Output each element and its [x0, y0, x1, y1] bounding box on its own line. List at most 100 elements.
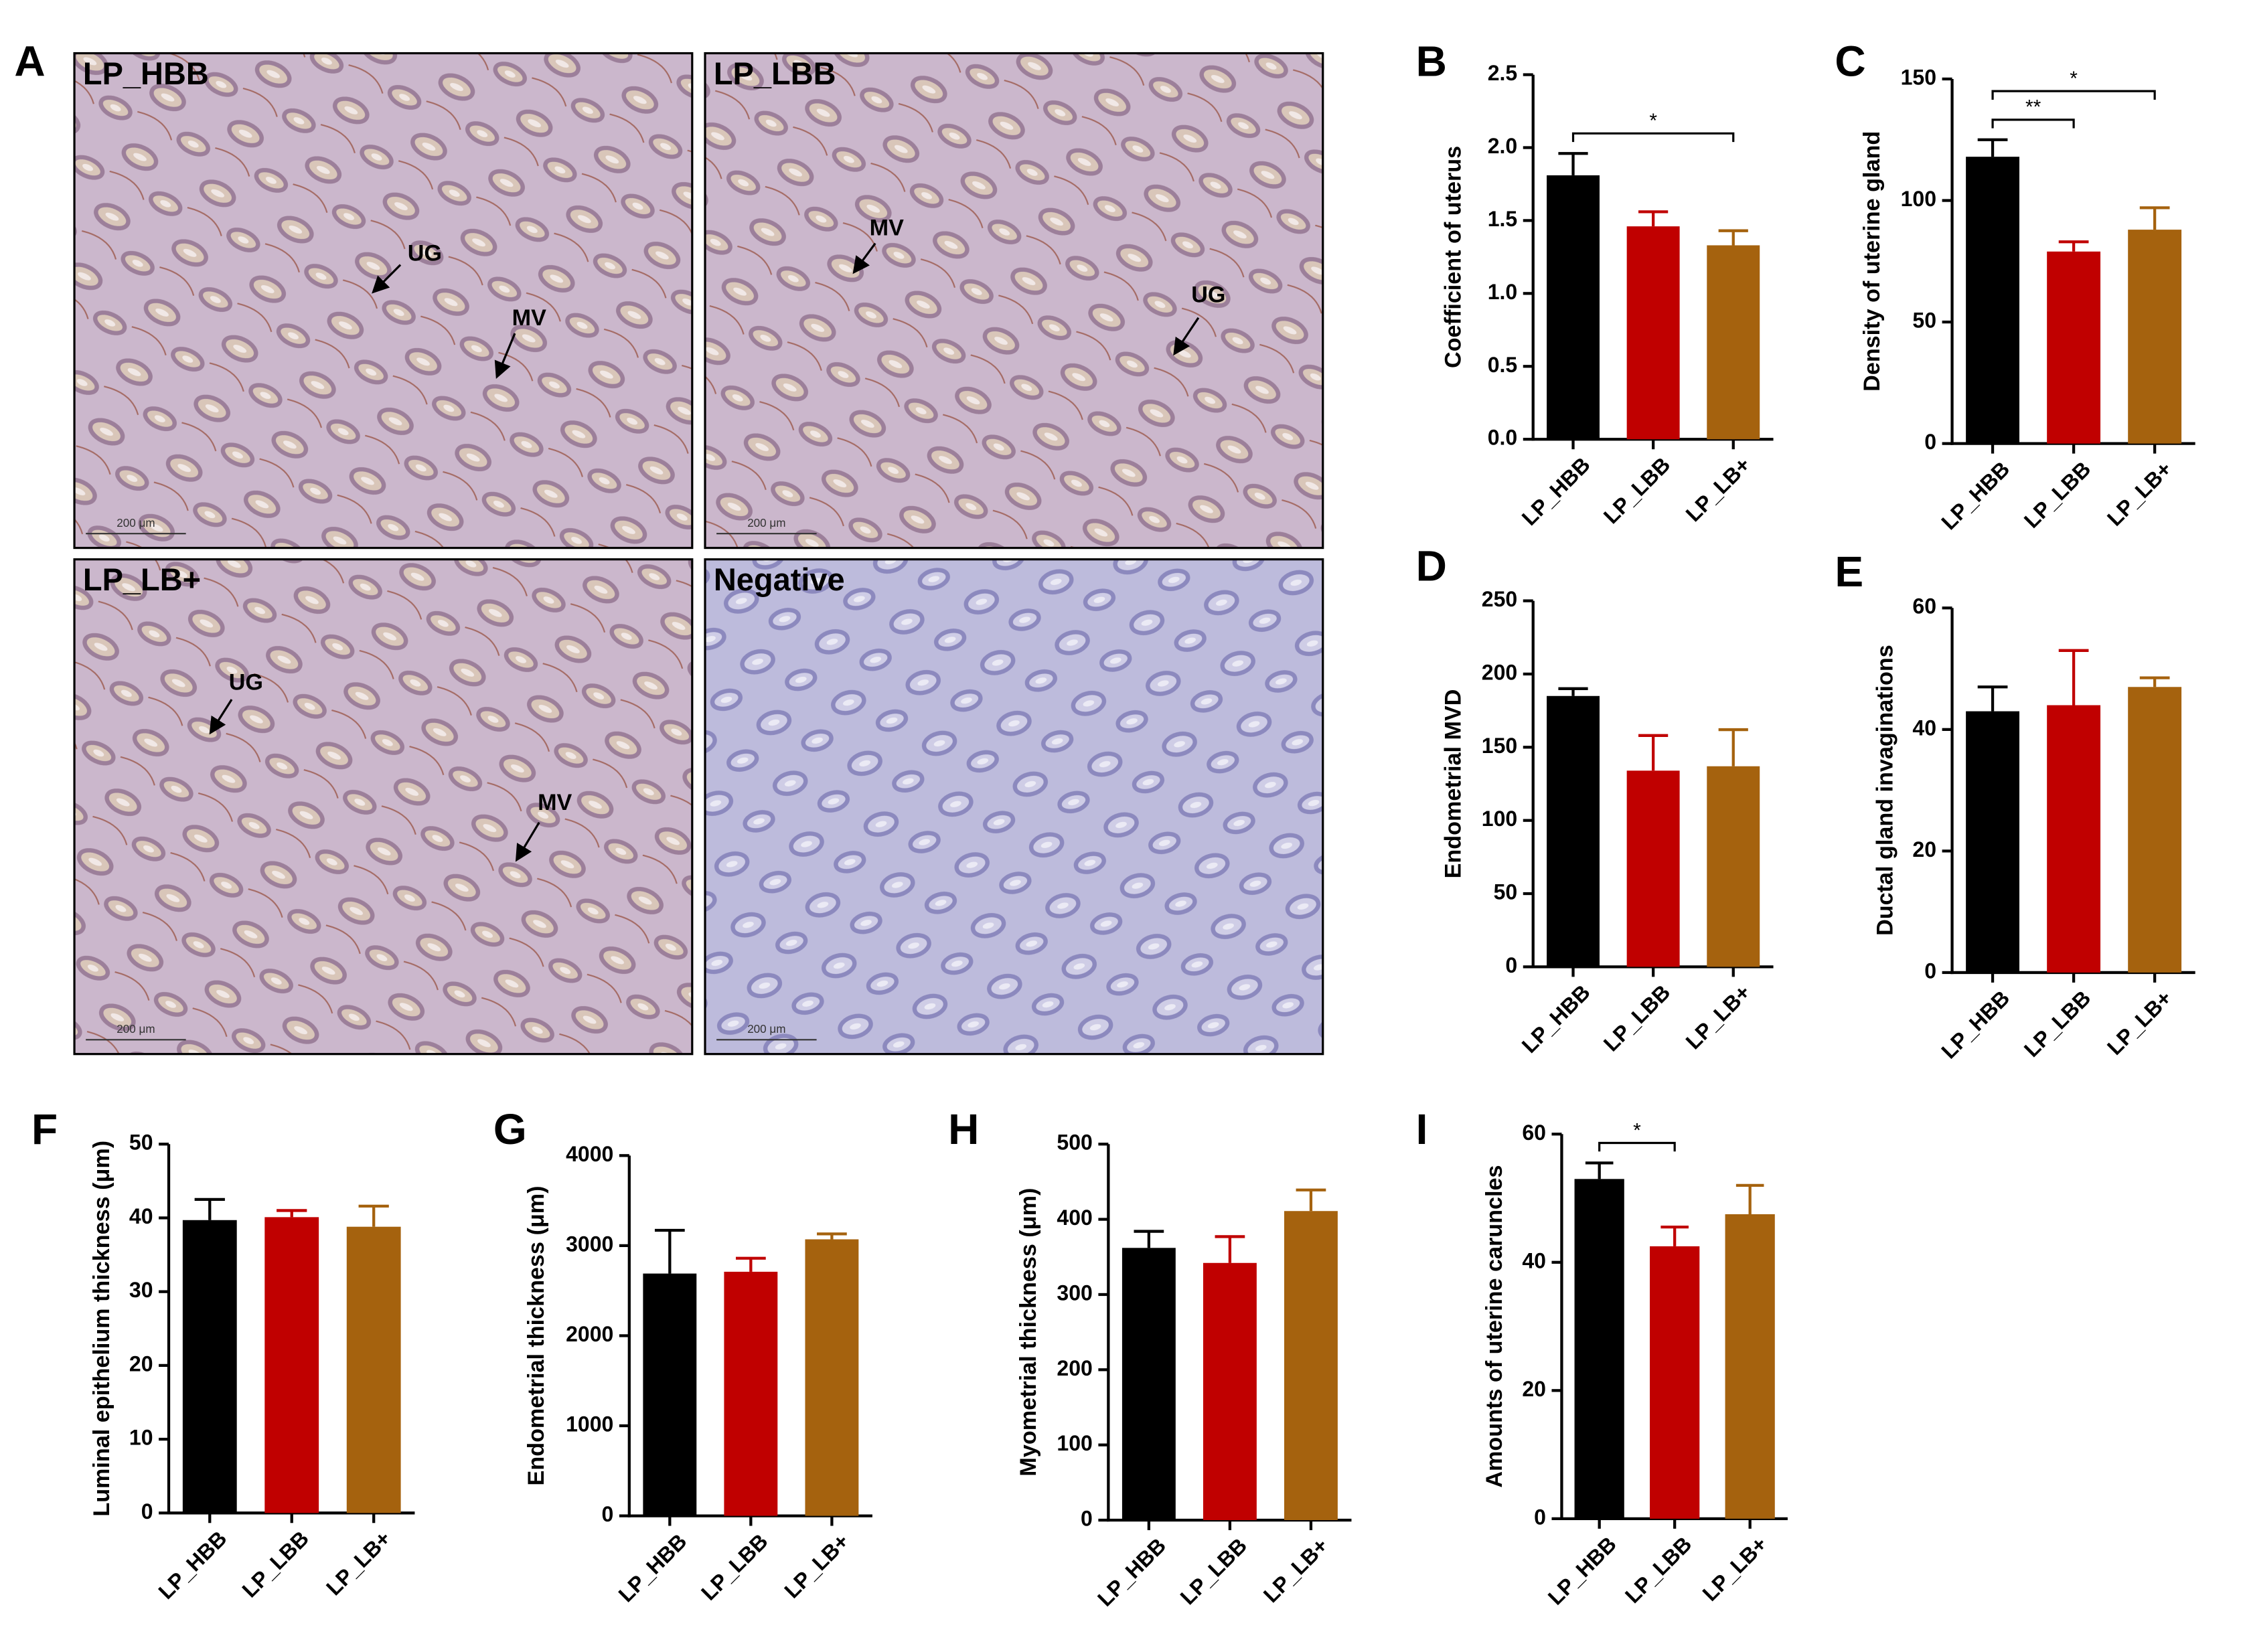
bar	[1574, 1179, 1624, 1519]
x-tick-label: LP_HBB	[1517, 452, 1595, 530]
image-title: LP_HBB	[83, 56, 209, 91]
x-tick-label: LP_LBB	[1620, 1532, 1697, 1608]
significance-label: *	[1649, 110, 1657, 132]
y-axis-label: Endometrial MVD	[1440, 689, 1466, 879]
bar	[2128, 230, 2182, 444]
y-tick-label: 60	[1912, 594, 1936, 618]
x-tick-label: LP_LB+	[2102, 457, 2176, 530]
y-axis-label: Coefficient of uterus	[1440, 146, 1466, 368]
y-tick-label: 2.5	[1488, 61, 1518, 85]
x-tick-label: LP_HBB	[1517, 980, 1595, 1058]
bar	[1547, 695, 1600, 967]
y-tick-label: 50	[1494, 880, 1518, 904]
bar	[724, 1271, 778, 1516]
y-tick-label: 50	[129, 1131, 153, 1155]
x-tick-label: LP_LBB	[2019, 457, 2096, 533]
y-tick-label: 200	[1482, 660, 1517, 684]
y-tick-label: 150	[1482, 734, 1517, 758]
bar	[1547, 175, 1600, 440]
y-tick-label: 3000	[566, 1232, 613, 1256]
y-tick-label: 0	[1081, 1506, 1093, 1530]
bar	[2128, 687, 2182, 973]
y-tick-label: 500	[1057, 1131, 1092, 1155]
x-tick-label: LP_LB+	[1698, 1532, 1772, 1606]
bar	[1707, 766, 1760, 967]
x-tick-label: LP_HBB	[1936, 986, 2014, 1064]
y-tick-label: 40	[1522, 1248, 1546, 1272]
significance-label: *	[2070, 68, 2078, 90]
bar	[1966, 157, 2020, 444]
y-tick-label: 100	[1482, 807, 1517, 831]
marker-arrow	[1173, 317, 1200, 356]
panel-label: C	[1835, 37, 1865, 86]
significance-bracket	[1571, 132, 1735, 143]
bar	[1725, 1214, 1775, 1519]
marker-label: MV	[870, 215, 904, 240]
marker-arrow	[515, 821, 540, 862]
panel-label: G	[493, 1105, 527, 1153]
panel-label: B	[1416, 37, 1447, 86]
scale-bar-label: 200 μm	[117, 1023, 155, 1036]
y-axis-label: Amounts of uterine caruncles	[1482, 1165, 1507, 1488]
marker-arrow	[852, 242, 876, 274]
significance-bracket	[1598, 1141, 1676, 1152]
y-tick-label: 30	[129, 1278, 153, 1302]
y-tick-label: 1.5	[1488, 207, 1518, 231]
x-tick-label: LP_LB+	[779, 1529, 853, 1602]
panel-label: F	[31, 1105, 58, 1153]
x-tick-label: LP_LBB	[1599, 980, 1675, 1056]
x-tick-label: LP_LBB	[696, 1529, 773, 1605]
x-tick-label: LP_LBB	[1599, 452, 1675, 529]
y-axis-label: Myometrial thickness (μm)	[1016, 1188, 1041, 1477]
y-tick-label: 0	[602, 1502, 614, 1526]
micrograph	[704, 558, 1324, 1056]
bar	[1966, 711, 2020, 973]
y-tick-label: 40	[1912, 716, 1936, 740]
y-tick-label: 100	[1057, 1431, 1092, 1455]
micrograph	[73, 558, 694, 1056]
y-tick-label: 0	[1924, 959, 1936, 983]
y-tick-label: 40	[129, 1204, 153, 1228]
y-tick-label: 2.0	[1488, 134, 1518, 158]
micrograph	[73, 52, 694, 550]
y-tick-label: 20	[129, 1351, 153, 1376]
bar	[805, 1239, 859, 1516]
y-tick-label: 0.0	[1488, 426, 1518, 450]
y-tick-label: 0	[1505, 953, 1517, 977]
x-tick-label: LP_LB+	[1681, 980, 1755, 1054]
x-tick-label: LP_LB+	[1259, 1534, 1332, 1607]
y-tick-label: 400	[1057, 1206, 1092, 1230]
x-tick-label: LP_HBB	[154, 1526, 232, 1604]
x-tick-label: LP_LB+	[321, 1526, 395, 1600]
bar	[264, 1217, 319, 1513]
panel-label: I	[1416, 1105, 1428, 1153]
bar	[2047, 251, 2101, 444]
panel-label: H	[948, 1105, 979, 1153]
marker-label: MV	[538, 790, 572, 815]
y-tick-label: 50	[1912, 309, 1936, 333]
y-tick-label: 0	[1534, 1505, 1546, 1529]
y-axis-label: Endometrial thickness (μm)	[524, 1185, 549, 1485]
y-tick-label: 10	[129, 1426, 153, 1450]
bar	[1707, 245, 1760, 440]
bar	[643, 1273, 697, 1516]
x-tick-label: LP_LB+	[1681, 452, 1755, 526]
marker-label: MV	[512, 305, 546, 331]
bar	[346, 1226, 401, 1513]
image-title: LP_LB+	[83, 562, 201, 597]
y-axis-label: Luminal epithelium thickness (μm)	[89, 1141, 114, 1517]
bar	[1626, 226, 1680, 440]
y-axis-label: Ductal gland invaginations	[1872, 645, 1898, 936]
y-tick-label: 20	[1522, 1377, 1546, 1401]
scale-bar-label: 200 μm	[117, 517, 155, 529]
y-axis-label: Density of uterine gland	[1859, 131, 1885, 392]
x-tick-label: LP_LBB	[1176, 1534, 1252, 1610]
bar	[1203, 1262, 1257, 1520]
y-tick-label: 2000	[566, 1322, 613, 1346]
bar	[1284, 1211, 1338, 1520]
y-tick-label: 0.5	[1488, 353, 1518, 377]
significance-bracket	[1991, 90, 2156, 100]
marker-label: UG	[408, 241, 442, 266]
x-tick-label: LP_HBB	[1936, 457, 2014, 534]
